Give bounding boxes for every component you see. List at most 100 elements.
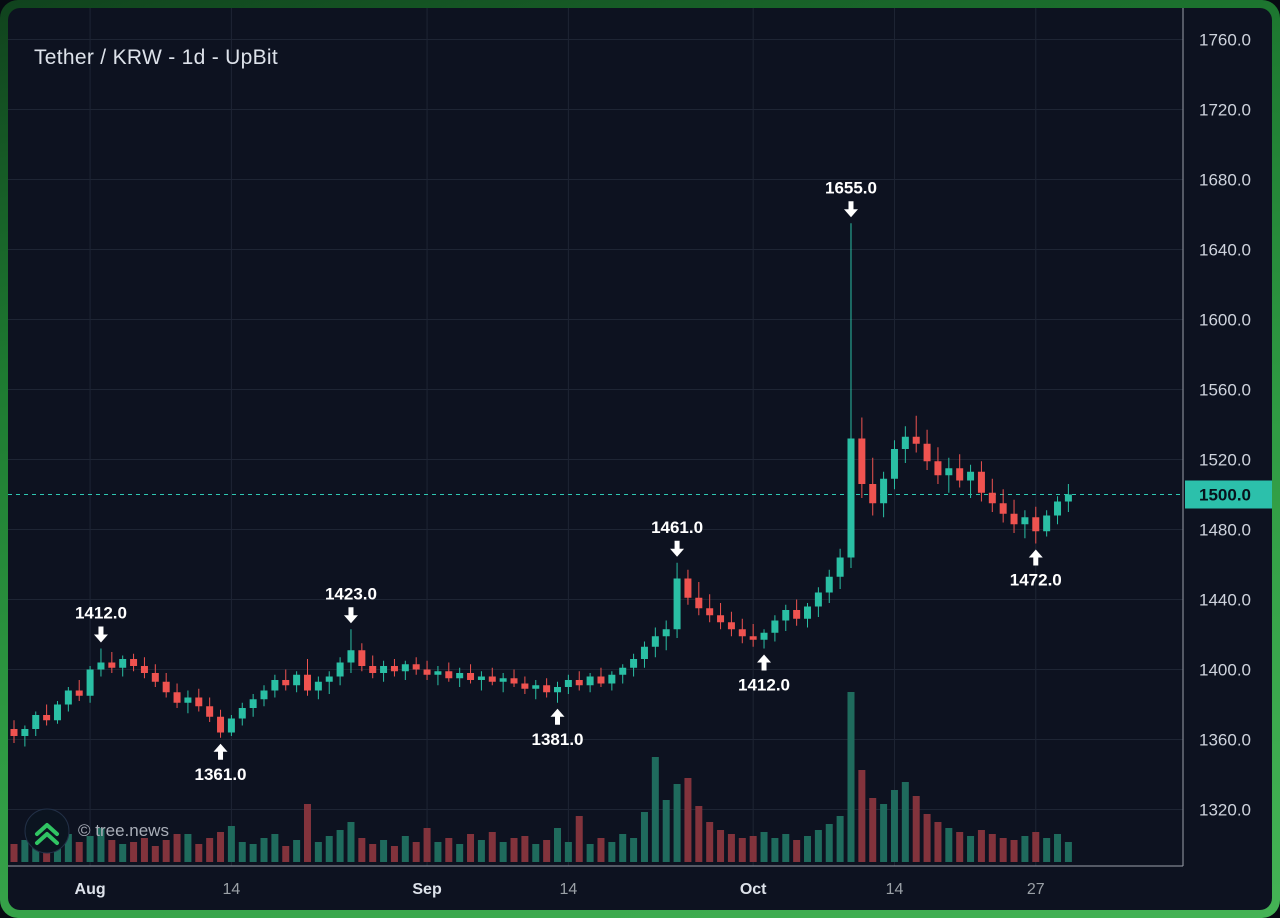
volume-bar bbox=[1010, 840, 1018, 862]
volume-bar bbox=[662, 800, 670, 862]
down-arrow-icon bbox=[843, 209, 858, 218]
candle-body bbox=[97, 662, 105, 670]
price-axis[interactable]: 1760.0 1720.0 1680.0 1640.0 1600.0 1560.0 1520… bbox=[1199, 31, 1251, 820]
candle-body bbox=[804, 606, 812, 619]
volume-bar bbox=[640, 812, 648, 862]
volume-bar bbox=[249, 844, 257, 862]
candle-body bbox=[227, 718, 235, 733]
candle-body bbox=[890, 449, 898, 479]
candle-body bbox=[293, 674, 301, 686]
up-arrow-icon bbox=[757, 654, 772, 663]
volume-bar bbox=[988, 834, 996, 862]
candle-body bbox=[532, 685, 540, 689]
volume-bar bbox=[967, 836, 975, 862]
volume-bar bbox=[782, 834, 790, 862]
candle-body bbox=[749, 636, 757, 640]
volume-bar bbox=[434, 842, 442, 862]
candle-body bbox=[75, 690, 83, 696]
volume-bar bbox=[717, 830, 725, 862]
volume-bar bbox=[695, 806, 703, 862]
watermark-text: © tree.news bbox=[78, 821, 169, 840]
candle-body bbox=[673, 578, 681, 630]
candle-body bbox=[445, 671, 453, 679]
candle-body bbox=[847, 438, 855, 558]
volume-bar bbox=[608, 842, 616, 862]
candle-body bbox=[521, 683, 529, 689]
volume-bar bbox=[108, 840, 116, 862]
candle-body bbox=[108, 662, 116, 668]
volume-bar bbox=[869, 798, 877, 862]
volume-bar bbox=[64, 834, 72, 862]
volume-bar bbox=[488, 832, 496, 862]
annotation-label: 1655.0 bbox=[825, 178, 877, 197]
candle-body bbox=[651, 636, 659, 647]
up-arrow-icon bbox=[1033, 556, 1039, 566]
volume-bar bbox=[75, 842, 83, 862]
candle-body bbox=[564, 680, 572, 687]
volume-bar bbox=[999, 838, 1007, 862]
volume-bar bbox=[575, 816, 583, 862]
candle-body bbox=[423, 669, 431, 675]
candle-body bbox=[575, 680, 583, 686]
volume-bar bbox=[130, 842, 138, 862]
candle-body bbox=[456, 673, 464, 679]
price-tick-label: 1600.0 bbox=[1199, 311, 1251, 330]
volume-bar bbox=[923, 814, 931, 862]
price-tick-label: 1680.0 bbox=[1199, 171, 1251, 190]
volume-bar bbox=[673, 784, 681, 862]
candle-body bbox=[499, 678, 507, 682]
candle-body bbox=[880, 478, 888, 504]
candle-body bbox=[695, 597, 703, 609]
volume-bar bbox=[325, 836, 333, 862]
candle-body bbox=[336, 662, 344, 677]
tree-news-logo-icon bbox=[24, 808, 70, 854]
volume-bar bbox=[793, 840, 801, 862]
candle-body bbox=[760, 632, 768, 640]
candles[interactable] bbox=[10, 223, 1072, 747]
volume-bar bbox=[423, 828, 431, 862]
down-arrow-icon bbox=[343, 615, 358, 624]
volume-bar bbox=[217, 832, 225, 862]
candle-body bbox=[934, 461, 942, 476]
candle-body bbox=[706, 608, 714, 616]
volume-bar bbox=[630, 838, 638, 862]
axis-lines bbox=[8, 8, 1184, 867]
volume-bar bbox=[445, 838, 453, 862]
candle-body bbox=[53, 704, 61, 721]
volume-bar bbox=[521, 836, 529, 862]
candle-body bbox=[64, 690, 72, 705]
volume-bar bbox=[651, 757, 659, 862]
price-tick-label: 1440.0 bbox=[1199, 591, 1251, 610]
candlestick-chart[interactable]: 1760.0 1720.0 1680.0 1640.0 1600.0 1560.0 1520… bbox=[8, 8, 1272, 910]
candle-body bbox=[912, 436, 920, 444]
volume-bar bbox=[934, 822, 942, 862]
volume-bar bbox=[945, 828, 953, 862]
down-arrow-icon bbox=[674, 540, 680, 550]
volume-bar bbox=[499, 842, 507, 862]
volume-bar bbox=[336, 830, 344, 862]
candle-body bbox=[858, 438, 866, 484]
volume-bar bbox=[477, 840, 485, 862]
down-arrow-icon bbox=[348, 607, 354, 617]
candle-body bbox=[1021, 517, 1029, 525]
time-tick-label: 27 bbox=[1027, 881, 1045, 898]
volume-bar bbox=[184, 834, 192, 862]
volume-bar bbox=[412, 842, 420, 862]
annotation-label: 1472.0 bbox=[1010, 571, 1062, 590]
time-axis[interactable]: Aug 14 Sep 14 Oct 14 27 bbox=[75, 881, 1045, 898]
down-arrow-icon bbox=[670, 548, 685, 557]
volume-bar bbox=[847, 692, 855, 862]
candle-body bbox=[119, 659, 127, 668]
candle-body bbox=[249, 699, 257, 708]
watermark: © tree.news bbox=[24, 808, 169, 854]
candle-body bbox=[369, 666, 377, 673]
candle-body bbox=[347, 650, 355, 663]
candle-body bbox=[282, 680, 290, 686]
volume-bar bbox=[303, 804, 311, 862]
candle-body bbox=[554, 687, 561, 693]
annotation-label: 1412.0 bbox=[75, 604, 127, 623]
volume-bar bbox=[97, 828, 105, 862]
candle-body bbox=[608, 674, 616, 684]
price-tick-label: 1760.0 bbox=[1199, 31, 1251, 50]
candle-body bbox=[358, 650, 366, 666]
